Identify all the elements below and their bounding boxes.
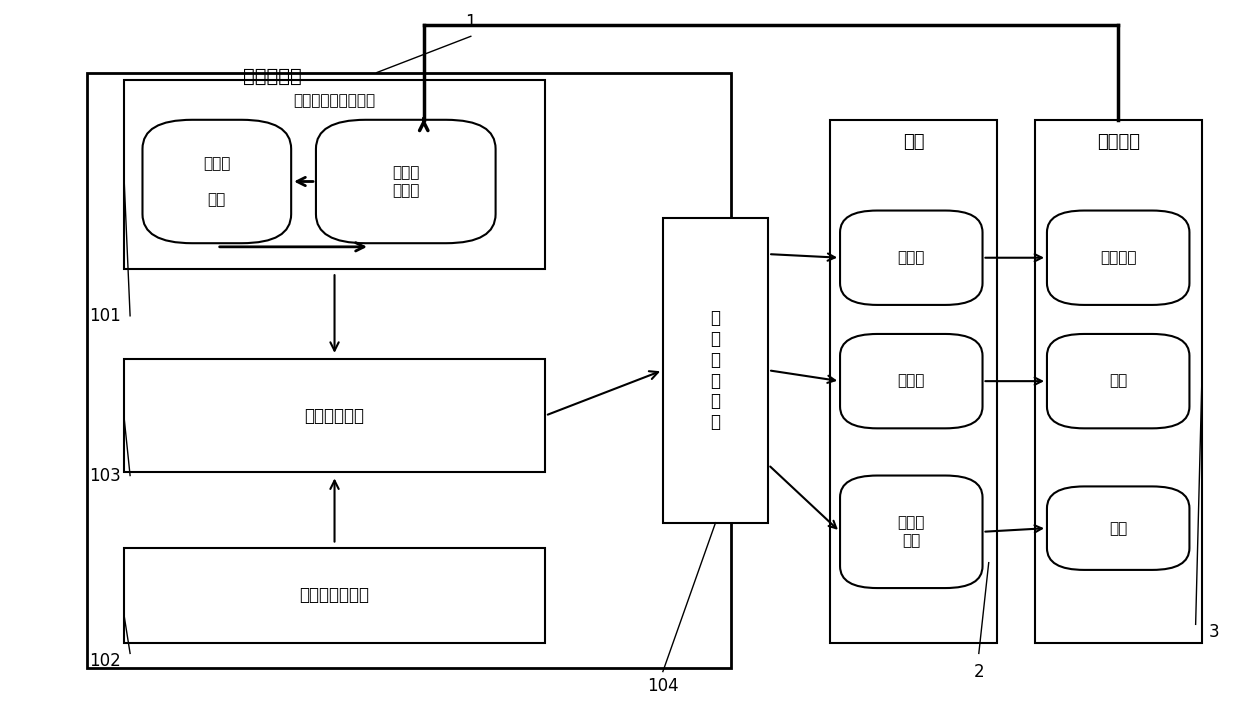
- Text: 显示终端: 显示终端: [1097, 133, 1140, 150]
- Text: 1: 1: [466, 13, 476, 30]
- FancyBboxPatch shape: [840, 211, 983, 305]
- FancyBboxPatch shape: [840, 334, 983, 428]
- Text: 移动互
联网: 移动互 联网: [897, 515, 926, 548]
- Text: 获取硬
件标识: 获取硬 件标识: [392, 166, 420, 197]
- Bar: [87, 73, 731, 668]
- Bar: [830, 120, 997, 643]
- Text: 数字电视: 数字电视: [1100, 250, 1136, 265]
- Text: 102: 102: [89, 652, 121, 669]
- Text: 104: 104: [647, 677, 679, 695]
- FancyBboxPatch shape: [1047, 334, 1189, 428]
- Text: 103: 103: [89, 467, 121, 484]
- Text: 手机: 手机: [1109, 521, 1127, 536]
- Text: 终端数: 终端数: [203, 156, 230, 171]
- Text: 101: 101: [89, 307, 121, 325]
- Text: 3: 3: [1209, 623, 1219, 640]
- Text: 文广网: 文广网: [897, 250, 926, 265]
- Text: 信息适配模块: 信息适配模块: [305, 407, 364, 425]
- Text: 显示终端信息获取块: 显示终端信息获取块: [294, 93, 375, 107]
- Text: 互联网: 互联网: [897, 374, 926, 388]
- Bar: [124, 548, 545, 643]
- Bar: [1035, 120, 1202, 643]
- FancyBboxPatch shape: [316, 120, 496, 243]
- Text: 2: 2: [974, 663, 984, 680]
- Bar: [124, 80, 545, 269]
- Bar: [124, 359, 545, 472]
- FancyBboxPatch shape: [1047, 486, 1189, 570]
- FancyBboxPatch shape: [142, 120, 291, 243]
- Text: 网关: 网关: [903, 133, 924, 150]
- Text: 据库: 据库: [208, 192, 225, 207]
- FancyBboxPatch shape: [840, 476, 983, 588]
- Text: 流媒体处理模块: 流媒体处理模块: [300, 587, 369, 604]
- Text: 适配服务器: 适配服务器: [243, 67, 302, 86]
- Bar: [663, 218, 768, 523]
- FancyBboxPatch shape: [1047, 211, 1189, 305]
- Text: 信
息
发
送
模
块: 信 息 发 送 模 块: [710, 309, 721, 431]
- Text: 电脑: 电脑: [1109, 374, 1127, 388]
